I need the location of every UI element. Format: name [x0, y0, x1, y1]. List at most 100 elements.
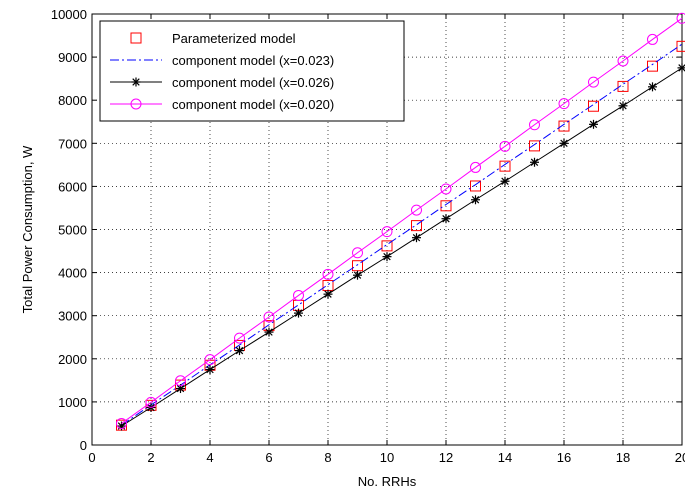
- data-point: [234, 332, 245, 344]
- data-point: [500, 176, 510, 186]
- legend: Parameterized model component model (x=0.…: [99, 20, 405, 122]
- data-point: [322, 268, 334, 280]
- data-point: [264, 327, 274, 337]
- legend-label: component model (x=0.026): [172, 75, 334, 90]
- star-stroke: [206, 365, 214, 374]
- data-point: [470, 180, 481, 192]
- data-point: [617, 80, 629, 92]
- y-tick-label: 0: [80, 438, 87, 453]
- y-tick-label: 9000: [58, 50, 87, 65]
- data-point: [353, 270, 362, 280]
- legend-label: component model (x=0.023): [172, 53, 334, 68]
- x-tick-label: 4: [206, 450, 213, 465]
- x-tick-label: 8: [324, 450, 331, 465]
- data-point: [411, 204, 422, 216]
- y-tick-label: 10000: [51, 7, 87, 22]
- series-1: [121, 43, 683, 426]
- x-tick-label: 2: [147, 450, 154, 465]
- y-axis-title: Total Power Consumption, W: [20, 145, 35, 313]
- series-group: [116, 12, 685, 431]
- legend-marker: [130, 32, 142, 44]
- series-3: [116, 12, 685, 429]
- x-tick-label: 0: [88, 450, 95, 465]
- y-tick-label: 7000: [58, 136, 87, 151]
- data-point: [382, 252, 392, 262]
- legend-marker: [131, 77, 141, 87]
- data-point: [441, 214, 451, 224]
- data-point: [618, 101, 628, 111]
- star-stroke: [442, 215, 450, 223]
- star-stroke: [530, 158, 539, 166]
- star-stroke: [471, 196, 480, 204]
- y-tick-label: 2000: [58, 352, 87, 367]
- star-stroke: [353, 271, 362, 279]
- data-point: [617, 55, 629, 67]
- star-stroke: [132, 78, 140, 86]
- series-line: [121, 43, 683, 426]
- data-point: [647, 33, 658, 45]
- x-tick-label: 12: [439, 450, 453, 465]
- data-point: [440, 200, 452, 212]
- series-2: [117, 63, 685, 431]
- x-tick-label: 10: [380, 450, 394, 465]
- data-point: [471, 195, 480, 205]
- legend-marker: [130, 98, 142, 110]
- data-point: [558, 98, 570, 110]
- star-stroke: [678, 64, 685, 72]
- data-point: [529, 119, 540, 131]
- star-stroke: [265, 328, 273, 336]
- data-point: [589, 119, 598, 129]
- legend-entry-3: component model (x=0.020): [110, 97, 334, 112]
- y-tick-label: 8000: [58, 93, 87, 108]
- data-point: [323, 289, 333, 299]
- star-stroke: [589, 120, 598, 129]
- data-point: [499, 140, 511, 152]
- data-point: [381, 226, 393, 238]
- data-point: [440, 183, 452, 195]
- x-tick-label: 20: [675, 450, 685, 465]
- data-point: [263, 311, 275, 323]
- data-point: [293, 289, 304, 301]
- data-point: [676, 40, 685, 52]
- data-point: [677, 63, 685, 73]
- data-point: [411, 220, 422, 232]
- data-point: [381, 240, 393, 252]
- data-point: [470, 161, 481, 173]
- data-point: [499, 160, 511, 172]
- x-tick-label: 18: [616, 450, 630, 465]
- y-tick-label: 1000: [58, 395, 87, 410]
- data-point: [235, 346, 244, 356]
- star-stroke: [235, 346, 244, 355]
- x-axis-title: No. RRHs: [358, 474, 417, 489]
- legend-label: Parameterized model: [172, 31, 296, 46]
- data-point: [175, 375, 186, 387]
- legend-entry-0: Parameterized model: [130, 31, 296, 46]
- y-tick-label: 4000: [58, 266, 87, 281]
- data-point: [559, 138, 569, 148]
- x-tick-label: 16: [557, 450, 571, 465]
- data-point: [588, 100, 599, 112]
- data-point: [530, 157, 539, 167]
- data-point: [116, 417, 127, 429]
- legend-entry-2: component model (x=0.026): [110, 75, 334, 90]
- data-point: [529, 140, 540, 152]
- data-point: [145, 396, 157, 408]
- data-point: [412, 233, 421, 243]
- data-point: [648, 82, 657, 92]
- x-tick-label: 14: [498, 450, 512, 465]
- star-stroke: [324, 290, 332, 298]
- star-stroke: [383, 252, 391, 261]
- data-point: [676, 12, 685, 24]
- series-line: [121, 17, 683, 424]
- series-line: [121, 67, 683, 427]
- axis-ticks: 0 2 4 6 8 10 12 14 16 18 20 0 1000 2000 3000 4000 5000 60…: [51, 7, 685, 465]
- data-point: [558, 120, 570, 132]
- legend-entry-1: component model (x=0.023): [110, 53, 334, 68]
- x-tick-label: 6: [265, 450, 272, 465]
- star-stroke: [294, 309, 303, 317]
- data-point: [352, 247, 363, 259]
- star-stroke: [560, 139, 568, 148]
- y-tick-label: 3000: [58, 309, 87, 324]
- star-stroke: [619, 102, 627, 110]
